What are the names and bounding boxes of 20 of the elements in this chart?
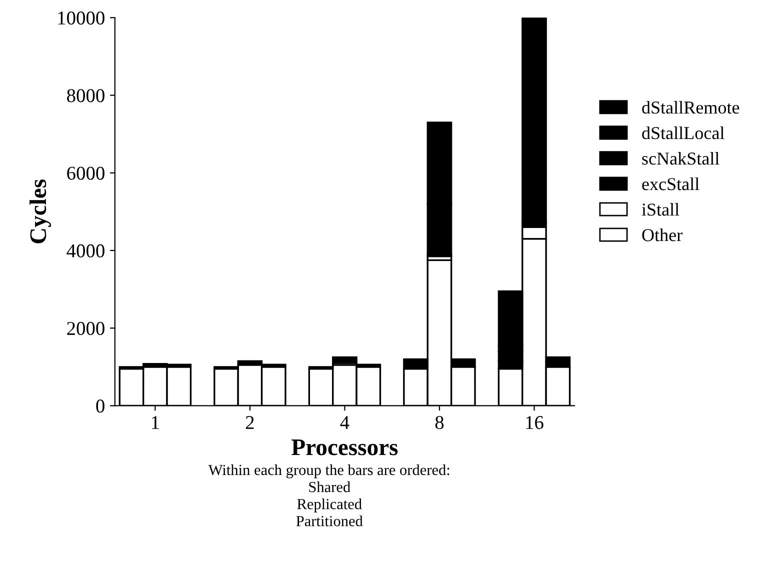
y-axis-title: Cycles [30, 179, 52, 244]
legend-label: iStall [642, 203, 680, 216]
y-tick-label: 0 [96, 400, 104, 413]
x-tick-label: 16 [526, 416, 544, 430]
legend-label: dStallRemote [642, 100, 740, 114]
x-tick-label: 1 [152, 416, 159, 429]
y-tick-label: 4000 [66, 244, 104, 258]
legend-label: Other [642, 228, 682, 242]
x-tick-label: 4 [340, 416, 350, 429]
y-tick-label: 6000 [67, 166, 104, 180]
x-tick-label: 8 [435, 416, 444, 430]
y-tick-label: 8000 [67, 89, 104, 102]
legend-label: excStall [642, 177, 700, 190]
y-tick-label: 2000 [67, 322, 104, 336]
x-axis-title: Processors [292, 440, 398, 456]
text: Within each group the bars are ordered: Shared Replicated Partitioned [208, 464, 450, 526]
y-tick-label: 10000 [58, 11, 104, 25]
legend-label: dStallLocal [642, 126, 724, 140]
x-tick-label: 2 [246, 416, 254, 429]
legend-label: scNakStall [642, 152, 720, 165]
